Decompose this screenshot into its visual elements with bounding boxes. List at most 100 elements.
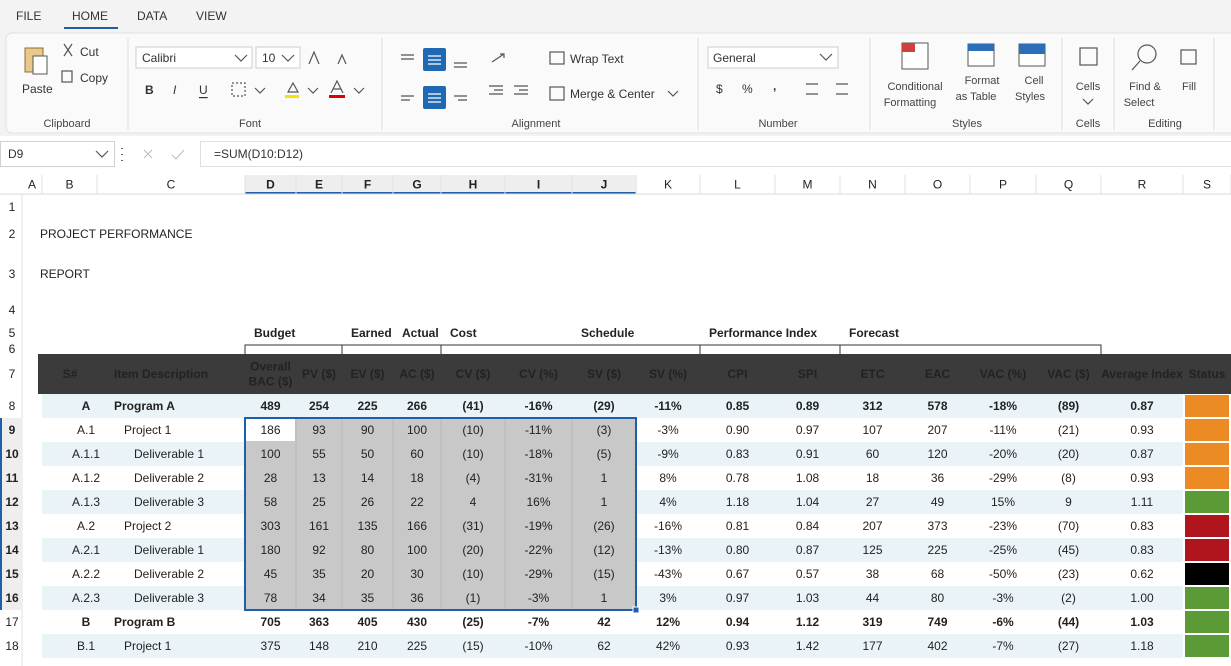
font-size-box[interactable] bbox=[255, 46, 301, 69]
paste-button[interactable]: Paste bbox=[22, 82, 53, 96]
cells-button[interactable]: Cells bbox=[1076, 81, 1101, 93]
decimal-icons[interactable] bbox=[806, 83, 848, 95]
selected-row-header bbox=[0, 514, 22, 538]
selected-row-header bbox=[0, 562, 22, 586]
cell-value: 20 bbox=[361, 567, 375, 581]
group-label: Styles bbox=[952, 118, 982, 130]
merge-center-button[interactable]: Merge & Center bbox=[570, 87, 655, 101]
styles-icons[interactable] bbox=[901, 42, 1046, 70]
name-box[interactable] bbox=[0, 141, 115, 167]
find-select[interactable]: Select bbox=[1124, 97, 1155, 109]
cell-value: 62 bbox=[597, 639, 611, 653]
cell-value: 0.80 bbox=[726, 543, 750, 557]
cell-value: 16% bbox=[526, 495, 550, 509]
find-icon bbox=[1131, 60, 1141, 71]
conditional-formatting[interactable]: Formatting bbox=[884, 97, 937, 109]
cell-value: 9 bbox=[1065, 495, 1072, 509]
find-select[interactable]: Find & bbox=[1129, 81, 1161, 93]
column-header: N bbox=[868, 178, 877, 192]
column-header: P bbox=[999, 178, 1007, 192]
conditional-formatting[interactable]: Conditional bbox=[887, 81, 942, 93]
column-header: A bbox=[28, 178, 36, 192]
cell-value: 100 bbox=[260, 447, 280, 461]
row-header: 3 bbox=[9, 267, 16, 281]
format-as-table[interactable]: Format bbox=[965, 75, 1000, 87]
font-name: Calibri bbox=[142, 51, 176, 65]
format-as-table[interactable]: as Table bbox=[956, 91, 997, 103]
font-name-box[interactable] bbox=[135, 46, 253, 69]
column-title: VAC (%) bbox=[980, 367, 1026, 381]
copy-button[interactable]: Copy bbox=[80, 71, 108, 85]
cell-styles[interactable]: Styles bbox=[1015, 91, 1045, 103]
cell-value: (25) bbox=[462, 615, 483, 629]
cell-value: 49 bbox=[931, 495, 945, 509]
cell-value: 93 bbox=[312, 423, 326, 437]
status-indicator bbox=[1185, 587, 1229, 609]
number-format-box[interactable] bbox=[707, 46, 839, 69]
chevron bbox=[254, 87, 266, 94]
row-band bbox=[42, 634, 1183, 658]
cell-value: 166 bbox=[407, 519, 427, 533]
tab[interactable]: HOME bbox=[72, 9, 108, 23]
tab[interactable]: VIEW bbox=[196, 9, 227, 23]
font-grow-shrink-icons[interactable] bbox=[308, 50, 347, 65]
fill-button[interactable]: Fill bbox=[1182, 81, 1196, 93]
wrap-text-button[interactable]: Wrap Text bbox=[570, 52, 624, 66]
column-title: BAC ($) bbox=[249, 375, 293, 389]
row-header: 15 bbox=[5, 567, 19, 581]
cells-icon bbox=[1079, 47, 1098, 66]
cut-button[interactable]: Cut bbox=[80, 45, 99, 59]
cell-value: 35 bbox=[361, 591, 375, 605]
cell-value: 1.42 bbox=[796, 639, 820, 653]
group-label: Budget bbox=[254, 326, 295, 340]
cell-value: (89) bbox=[1058, 399, 1079, 413]
cell-value: -3% bbox=[657, 423, 679, 437]
cell-value: 0.90 bbox=[726, 423, 750, 437]
cell-value: 0.85 bbox=[726, 399, 750, 413]
cell-value: -16% bbox=[524, 399, 552, 413]
formula-input[interactable] bbox=[200, 141, 1231, 167]
percent-button[interactable]: % bbox=[742, 82, 753, 96]
currency-button[interactable]: $ bbox=[716, 82, 723, 96]
cell-value: (10) bbox=[462, 567, 483, 581]
cell-value: -31% bbox=[524, 471, 552, 485]
item-id: B.1 bbox=[77, 639, 95, 653]
report-title: PROJECT PERFORMANCE bbox=[40, 227, 192, 241]
column-title: Status bbox=[1189, 367, 1226, 381]
item-description: Deliverable 2 bbox=[134, 471, 204, 485]
chevron bbox=[234, 54, 248, 62]
chevron bbox=[281, 54, 295, 62]
cell-styles[interactable]: Cell bbox=[1025, 75, 1044, 87]
cell-value: -19% bbox=[524, 519, 552, 533]
row-header: 1 bbox=[9, 200, 16, 214]
item-description: Project 1 bbox=[124, 639, 172, 653]
bold-button[interactable]: B bbox=[145, 83, 154, 97]
fill-icon bbox=[1180, 49, 1197, 65]
border-icon[interactable] bbox=[231, 82, 246, 97]
find-icon bbox=[1137, 44, 1157, 64]
item-description: Program A bbox=[114, 399, 175, 413]
fill-color-icon[interactable] bbox=[285, 95, 299, 98]
selected-row-header bbox=[0, 418, 22, 442]
cell-value: (70) bbox=[1058, 519, 1079, 533]
selected-row-header bbox=[0, 442, 22, 466]
cell-value: -11% bbox=[654, 399, 682, 413]
selected-row-header bbox=[0, 538, 22, 562]
comma-button[interactable]: , bbox=[773, 79, 776, 93]
cell-value: 186 bbox=[260, 423, 280, 437]
cell-value: 1 bbox=[601, 471, 608, 485]
font-color-icon[interactable] bbox=[330, 79, 344, 94]
tab[interactable]: FILE bbox=[16, 9, 41, 23]
underline-button[interactable]: U bbox=[199, 83, 208, 97]
cell-value: -18% bbox=[524, 447, 552, 461]
cell-value: 373 bbox=[927, 519, 947, 533]
cell-value: 36 bbox=[931, 471, 945, 485]
italic-button[interactable]: I bbox=[173, 83, 177, 97]
alignment-icons[interactable] bbox=[401, 48, 528, 109]
tab[interactable]: DATA bbox=[137, 9, 167, 23]
formula-buttons[interactable] bbox=[143, 149, 185, 160]
cell-value: 0.97 bbox=[726, 591, 750, 605]
cell-value: -50% bbox=[989, 567, 1017, 581]
cell-value: 0.83 bbox=[726, 447, 750, 461]
cell-value: 28 bbox=[264, 471, 278, 485]
